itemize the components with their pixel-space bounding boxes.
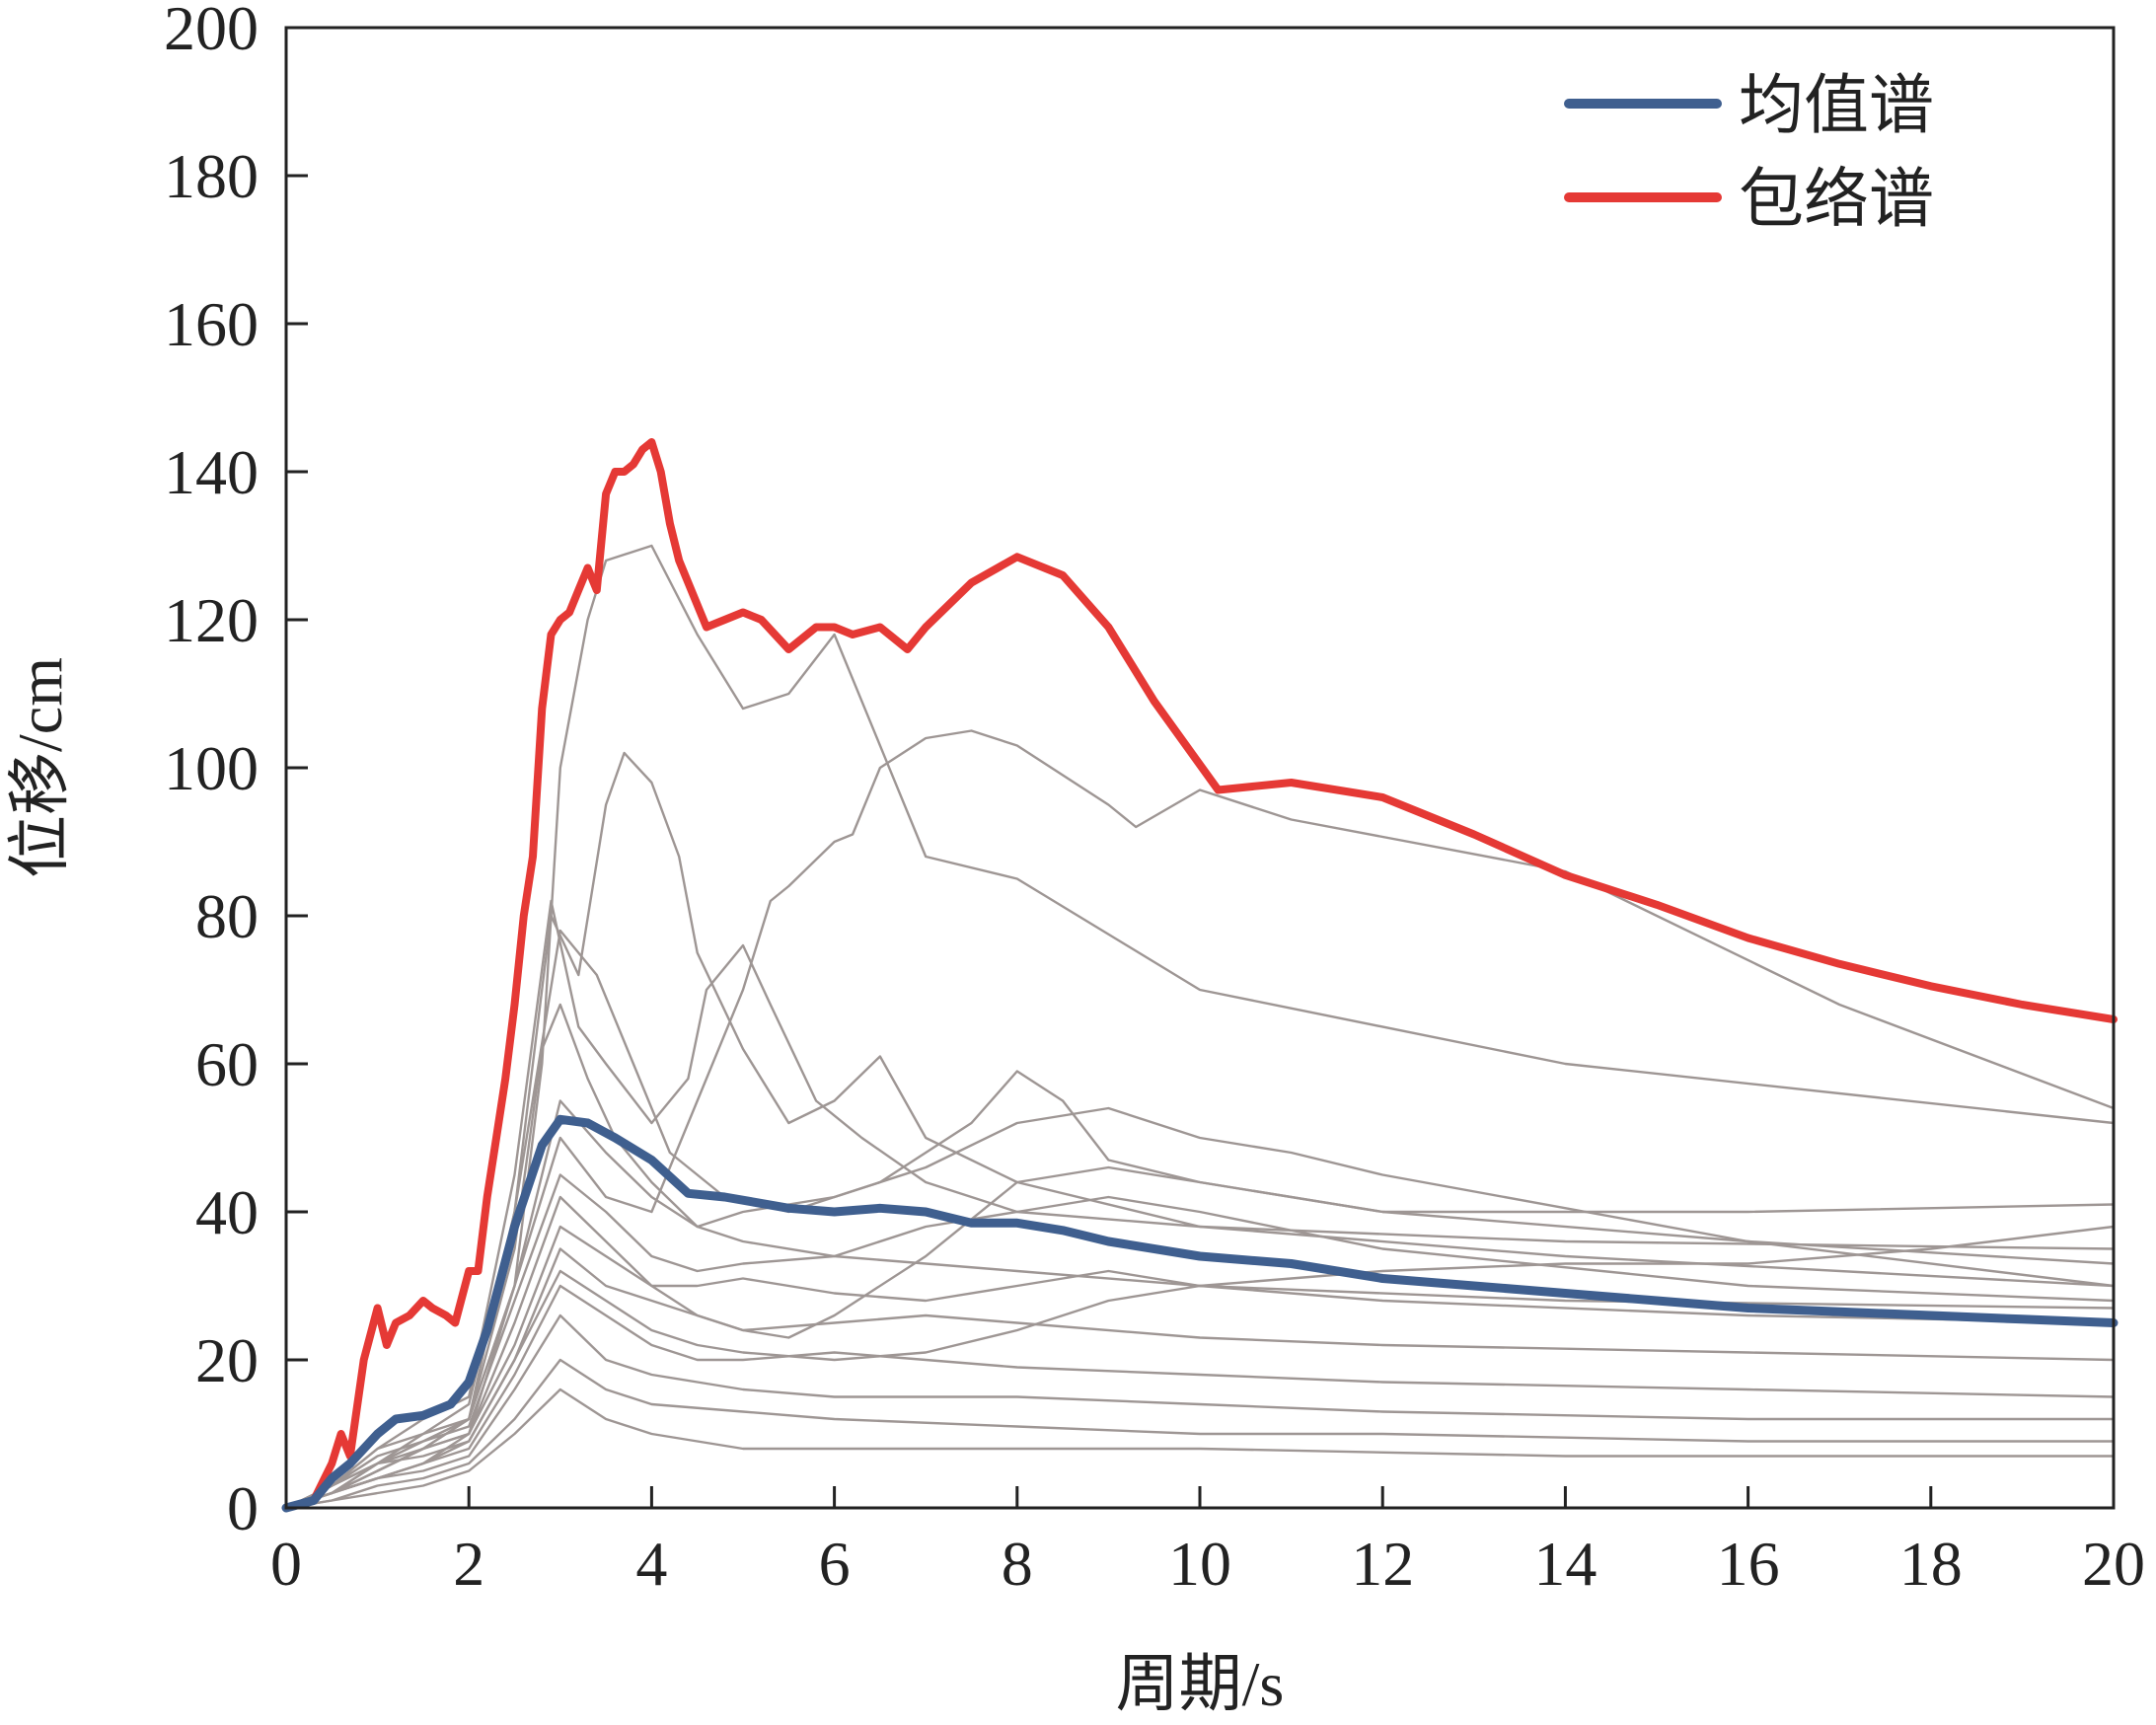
- record-spectrum-line-10: [285, 1313, 2114, 1510]
- y-tick-label: 140: [164, 437, 259, 507]
- record-spectrum-line-9: [285, 1284, 2115, 1510]
- record-spectrum-line-4: [285, 929, 2115, 1510]
- x-tick-label: 10: [1168, 1529, 1231, 1599]
- x-tick-label: 8: [1002, 1529, 1033, 1599]
- y-tick-label: 0: [227, 1473, 259, 1543]
- y-tick-label: 40: [195, 1177, 259, 1247]
- y-tick-label: 60: [195, 1029, 259, 1099]
- x-tick-label: 4: [635, 1529, 667, 1599]
- y-tick-label: 180: [164, 141, 259, 211]
- x-tick-label: 12: [1351, 1529, 1414, 1599]
- record-spectrum-line-14: [285, 1165, 2115, 1510]
- record-spectrum-line-13: [285, 1003, 2115, 1510]
- y-tick-label: 120: [164, 585, 259, 655]
- legend-label-envelope: 包络谱: [1739, 164, 1934, 236]
- record-spectrum-line-8: [285, 1247, 2115, 1510]
- x-tick-label: 16: [1717, 1529, 1780, 1599]
- y-axis-label: 位移/cm: [5, 657, 75, 878]
- record-spectrum-line-6: [285, 1173, 2115, 1510]
- legend-label-mean: 均值谱: [1739, 70, 1934, 142]
- y-tick-label: 160: [164, 289, 259, 359]
- record-spectrum-line-3: [285, 899, 2115, 1510]
- y-tick-label: 20: [195, 1325, 259, 1395]
- x-tick-label: 14: [1533, 1529, 1597, 1599]
- legend: 均值谱 包络谱: [1564, 70, 1934, 236]
- record-spectrum-line-11: [285, 1358, 2114, 1510]
- mean-spectrum-line: [281, 1114, 2119, 1513]
- axis-ticks-group: 0 2 4 6 8 10 12 14 16 18 2002040608010012014016018…: [164, 0, 2145, 1599]
- x-tick-label: 20: [2082, 1529, 2145, 1599]
- x-tick-label: 6: [819, 1529, 851, 1599]
- envelope-spectrum-line: [282, 438, 2118, 1512]
- record-spectrum-line-2: [285, 751, 2115, 1510]
- record-spectrum-line-15: [285, 1225, 2115, 1510]
- y-tick-label: 80: [195, 881, 259, 951]
- x-tick-label: 0: [270, 1529, 302, 1599]
- record-spectrum-line-5: [285, 1099, 2115, 1510]
- record-spectrum-line-7: [285, 1225, 2115, 1510]
- record-spectrum-line-12: [285, 1388, 2114, 1510]
- y-tick-label: 200: [164, 0, 259, 63]
- record-spectra-group: [285, 544, 2115, 1510]
- x-tick-label: 2: [453, 1529, 484, 1599]
- y-tick-label: 100: [164, 733, 259, 803]
- main-series-group: [281, 438, 2119, 1513]
- record-spectrum-line-0: [285, 544, 2115, 1510]
- x-tick-label: 18: [1899, 1529, 1963, 1599]
- record-spectrum-line-1: [285, 729, 2115, 1510]
- x-axis-label: 周期/s: [1116, 1649, 1285, 1719]
